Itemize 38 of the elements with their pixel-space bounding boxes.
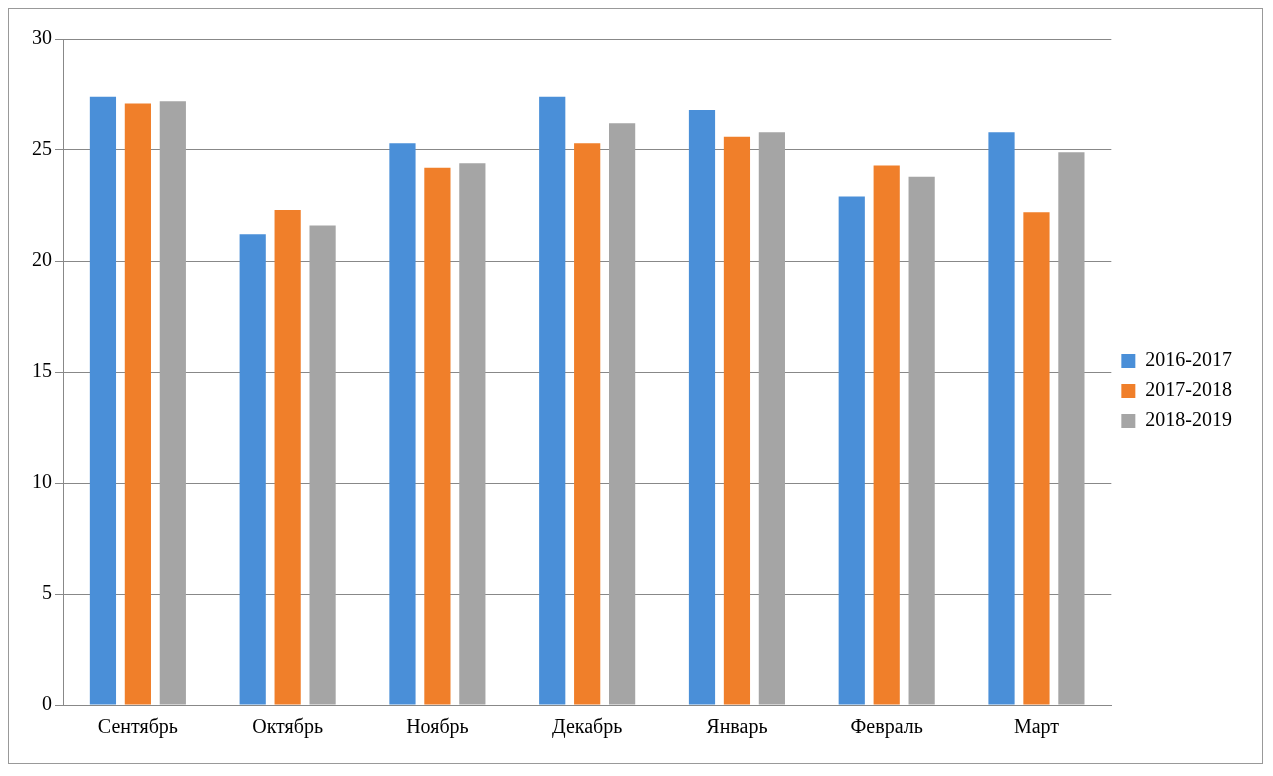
bar <box>89 96 117 705</box>
legend-label: 2018-2019 <box>1145 408 1233 431</box>
bar <box>688 110 716 705</box>
legend-label: 2017-2018 <box>1145 378 1233 401</box>
x-tick-label: Сентябрь <box>97 715 178 739</box>
bar <box>274 209 301 705</box>
bar <box>574 143 601 705</box>
x-tick-label: Октябрь <box>252 715 324 739</box>
bar <box>758 132 785 705</box>
y-tick-label: 0 <box>42 692 52 715</box>
bar <box>1023 212 1050 705</box>
legend-label: 2016-2017 <box>1145 348 1233 371</box>
bar <box>539 96 566 705</box>
y-tick-label: 20 <box>32 248 52 271</box>
y-tick-label: 25 <box>32 137 52 160</box>
bar <box>838 196 865 705</box>
x-tick-label: Январь <box>706 715 768 739</box>
x-tick-label: Декабрь <box>551 715 623 739</box>
y-tick-label: 5 <box>42 581 52 604</box>
bar <box>159 101 186 705</box>
x-tick-label: Ноябрь <box>406 715 469 739</box>
bar <box>459 163 486 705</box>
bar <box>988 132 1015 705</box>
bar <box>873 165 900 705</box>
x-tick-label: Март <box>1013 715 1060 739</box>
bar <box>309 225 336 705</box>
bar <box>908 176 935 705</box>
bar <box>424 167 451 705</box>
x-tick-label: Февраль <box>850 715 923 739</box>
y-tick-label: 15 <box>32 359 52 382</box>
bar <box>1058 152 1085 705</box>
y-tick-label: 30 <box>32 26 52 49</box>
bar <box>124 103 151 705</box>
bar <box>723 136 751 705</box>
bar <box>609 123 636 705</box>
bar <box>239 234 266 705</box>
y-tick-label: 10 <box>32 470 52 493</box>
bar <box>389 143 416 705</box>
